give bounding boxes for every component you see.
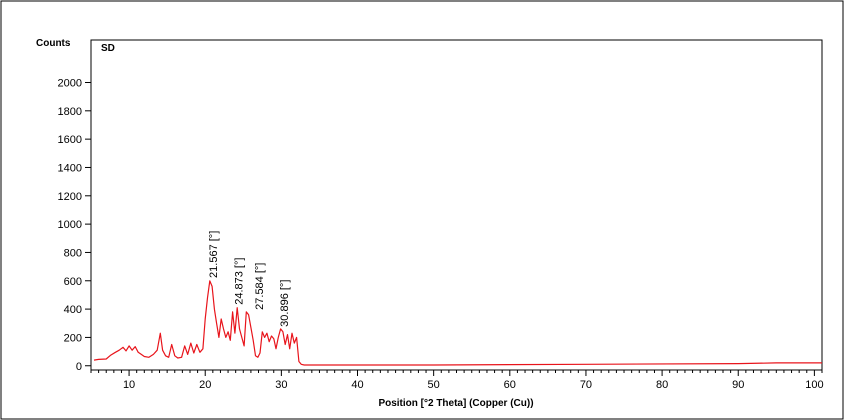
y-tick-label: 1400: [58, 162, 82, 174]
x-tick-label: 70: [580, 379, 592, 391]
y-tick-label: 1600: [58, 134, 82, 146]
panel-label: SD: [101, 43, 115, 54]
y-tick-label: 600: [64, 276, 82, 288]
x-tick-label: 60: [504, 379, 516, 391]
peak-label: 24.873 [°]: [233, 258, 245, 305]
peak-label: 27.584 [°]: [254, 263, 266, 310]
x-tick-label: 40: [351, 379, 363, 391]
y-tick-label: 0: [76, 361, 82, 373]
x-tick-label: 90: [732, 379, 744, 391]
x-tick-label: 30: [275, 379, 287, 391]
x-tick-label: 100: [805, 379, 823, 391]
y-tick-label: 1000: [58, 219, 82, 231]
y-tick-label: 200: [64, 332, 82, 344]
series-group: [93, 280, 822, 366]
x-tick-label: 50: [428, 379, 440, 391]
y-tick-label: 1200: [58, 191, 82, 203]
series-line: [93, 280, 822, 366]
y-tick-label: 800: [64, 247, 82, 259]
y-ticks: 0 200 400 600 800 1000 1200 1400 1600 1800 2000: [58, 77, 91, 373]
x-axis-title: Position [°2 Theta] (Copper (Cu)): [378, 398, 533, 409]
peak-label: 30.896 [°]: [279, 280, 291, 327]
y-axis-title: Counts: [36, 38, 71, 49]
peak-label: 21.567 [°]: [208, 231, 220, 278]
plot-area: [90, 39, 823, 371]
y-tick-label: 2000: [58, 77, 82, 89]
y-tick-label: 400: [64, 304, 82, 316]
x-tick-label: 10: [123, 379, 135, 391]
x-tick-label: 80: [656, 379, 668, 391]
y-tick-label: 1800: [58, 106, 82, 118]
x-tick-label: 20: [199, 379, 211, 391]
x-ticks: 10 20 30 40 50 60 70 80 90 100: [90, 370, 824, 391]
peak-annotations: 21.567 [°] 24.873 [°] 27.584 [°] 30.896 [°]: [208, 231, 291, 327]
